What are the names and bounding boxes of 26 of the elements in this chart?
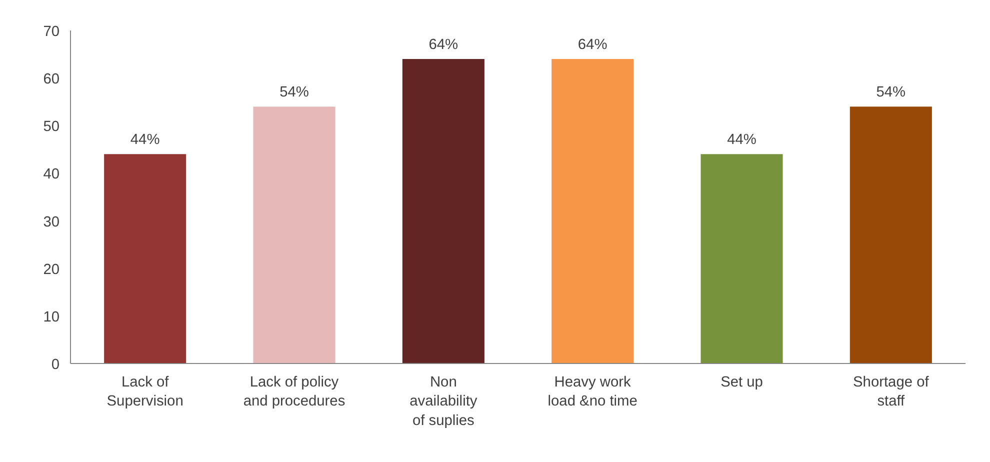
data-label: 54% (280, 84, 309, 101)
y-tick-label: 70 (43, 24, 60, 40)
x-tick-label: Heavy work load &no time (548, 374, 638, 410)
bar (253, 106, 336, 364)
data-label: 64% (428, 37, 458, 54)
x-tick-label: Set up (720, 374, 763, 390)
bar (552, 59, 634, 364)
bar (700, 154, 783, 364)
x-tick-label: Lack of Supervision (106, 374, 184, 410)
y-tick-label: 60 (43, 72, 60, 88)
bar (402, 59, 484, 364)
x-tick-label: Shortage of staff (853, 374, 930, 410)
data-label: 44% (130, 132, 160, 148)
y-tick-label: 40 (43, 166, 60, 183)
x-tick-label: Non availability of suplies (410, 374, 478, 429)
y-tick-label: 10 (43, 309, 60, 326)
y-tick-label: 30 (43, 214, 60, 230)
data-label: 64% (578, 37, 608, 54)
y-tick-label: 20 (43, 262, 60, 278)
bar (850, 106, 932, 364)
y-tick-label: 50 (43, 119, 60, 136)
y-tick-label: 0 (51, 357, 60, 373)
data-label: 54% (876, 84, 906, 101)
data-label: 44% (727, 132, 756, 148)
bar (104, 154, 186, 364)
x-tick-label: Lack of policy and procedures (243, 374, 346, 410)
